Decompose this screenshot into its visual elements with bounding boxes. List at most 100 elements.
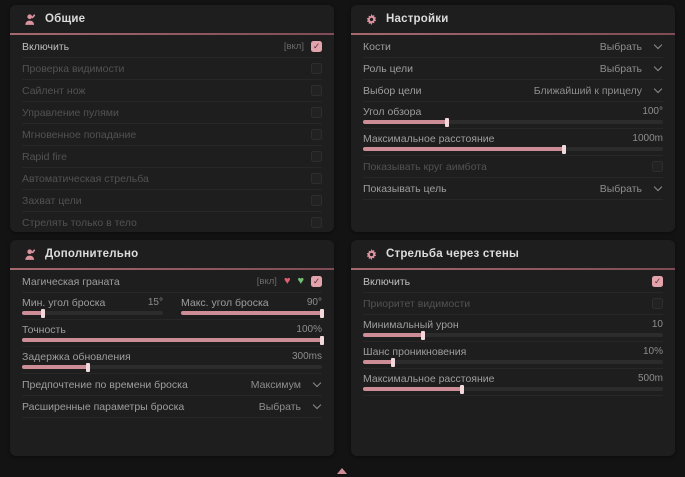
slider-thumb[interactable]: [445, 117, 449, 127]
row-silent-knife[interactable]: Сайлент нож: [22, 80, 322, 102]
row-penetration-chance: Шанс проникновения 10%: [363, 342, 663, 369]
row-target-role[interactable]: Роль цели Выбрать: [363, 58, 663, 80]
chevron-down-icon: [653, 182, 663, 192]
slider-thumb[interactable]: [562, 144, 566, 154]
checkbox[interactable]: [311, 85, 322, 96]
person-icon: [23, 247, 37, 261]
checkbox-checked[interactable]: [311, 41, 322, 52]
row-label: Макс. угол броска: [181, 296, 269, 309]
max-throw-angle-slider[interactable]: [181, 308, 324, 318]
dropdown-value: Максимум: [250, 378, 301, 391]
penetration-chance-slider[interactable]: [363, 357, 663, 367]
row-bullet-control[interactable]: Управление пулями: [22, 102, 322, 124]
checkbox[interactable]: [311, 217, 322, 228]
row-accuracy: Точность 100%: [22, 320, 324, 347]
throw-time-dropdown[interactable]: Максимум: [251, 379, 322, 391]
bones-dropdown[interactable]: Выбрать: [600, 41, 663, 53]
slider-thumb[interactable]: [41, 308, 46, 318]
row-rapid-fire[interactable]: Rapid fire: [22, 146, 322, 168]
wall-max-distance-slider[interactable]: [363, 384, 663, 394]
min-throw-angle-slider[interactable]: [22, 308, 163, 318]
panel-additional: Дополнительно Магическая граната [вкл] М…: [10, 240, 334, 456]
row-label: Управление пулями: [22, 106, 119, 119]
row-label: Rapid fire: [22, 150, 67, 163]
row-label: Расширенные параметры броска: [22, 400, 185, 413]
panel-settings-header: Настройки: [351, 5, 675, 33]
dropdown-value: Выбрать: [599, 62, 642, 75]
row-label: Мгновенное попадание: [22, 128, 137, 141]
row-label: Включить: [22, 40, 70, 53]
row-bones[interactable]: Кости Выбрать: [363, 36, 663, 58]
slider-thumb[interactable]: [421, 330, 425, 340]
row-advanced-throw-params[interactable]: Расширенные параметры броска Выбрать: [22, 396, 322, 418]
accuracy-slider[interactable]: [22, 335, 324, 345]
checkbox[interactable]: [311, 107, 322, 118]
slider-thumb[interactable]: [320, 335, 324, 345]
triangle-up-icon[interactable]: [337, 468, 347, 474]
panel-general-header: Общие: [10, 5, 334, 33]
row-enable[interactable]: Включить: [363, 271, 663, 293]
max-distance-slider[interactable]: [363, 144, 663, 154]
dropdown-value: Выбрать: [258, 400, 301, 413]
slider-thumb[interactable]: [86, 362, 90, 372]
row-magic-grenade[interactable]: Магическая граната [вкл]: [22, 271, 322, 293]
row-label: Кости: [363, 40, 391, 53]
row-target-lock[interactable]: Захват цели: [22, 190, 322, 212]
row-body-only[interactable]: Стрелять только в тело: [22, 212, 322, 232]
row-label: Автоматическая стрельба: [22, 172, 149, 185]
row-visibility-priority[interactable]: Приоритет видимости: [363, 293, 663, 315]
checkbox-checked[interactable]: [652, 276, 663, 287]
panel-title: Стрельба через стены: [386, 248, 520, 260]
checkbox[interactable]: [311, 129, 322, 140]
row-instant-hit[interactable]: Мгновенное попадание: [22, 124, 322, 146]
panel-wallbang: Стрельба через стены Включить Приоритет …: [351, 240, 675, 456]
row-label: Угол обзора: [363, 105, 422, 118]
advanced-throw-dropdown[interactable]: Выбрать: [259, 401, 322, 413]
slider-thumb[interactable]: [391, 357, 395, 367]
target-role-dropdown[interactable]: Выбрать: [600, 63, 663, 75]
fov-slider[interactable]: [363, 117, 663, 127]
slider-value: 500m: [637, 373, 663, 384]
row-label: Сайлент нож: [22, 84, 86, 97]
show-target-dropdown[interactable]: Выбрать: [600, 183, 663, 195]
row-update-delay: Задержка обновления 300ms: [22, 347, 322, 374]
row-throw-time-preference[interactable]: Предпочтение по времени броска Максимум: [22, 374, 322, 396]
slider-value: 1000m: [632, 133, 663, 144]
slider-value: 15°: [147, 297, 163, 308]
slider-value: 10%: [642, 346, 663, 357]
row-label: Мин. угол броска: [22, 296, 106, 309]
header-underline: [351, 33, 675, 35]
row-label: Максимальное расстояние: [363, 132, 495, 145]
checkbox[interactable]: [652, 298, 663, 309]
row-auto-fire[interactable]: Автоматическая стрельба: [22, 168, 322, 190]
row-label: Проверка видимости: [22, 62, 125, 75]
row-enable[interactable]: Включить [вкл]: [22, 36, 322, 58]
target-select-dropdown[interactable]: Ближайший к прицелу: [534, 85, 663, 97]
checkbox[interactable]: [311, 151, 322, 162]
state-tag: [вкл]: [256, 276, 277, 287]
slider-thumb[interactable]: [320, 308, 324, 318]
chevron-down-icon: [653, 62, 663, 72]
slider-value: 10: [651, 319, 663, 330]
row-label: Включить: [363, 275, 411, 288]
min-damage-slider[interactable]: [363, 330, 663, 340]
update-delay-slider[interactable]: [22, 362, 322, 372]
row-show-target[interactable]: Показывать цель Выбрать: [363, 178, 663, 200]
row-label: Захват цели: [22, 194, 82, 207]
slider-thumb[interactable]: [460, 384, 464, 394]
panel-settings-rows: Кости Выбрать Роль цели Выбрать Выбор це…: [351, 35, 675, 200]
panel-title: Настройки: [386, 13, 449, 25]
checkbox[interactable]: [311, 195, 322, 206]
panel-wallbang-header: Стрельба через стены: [351, 240, 675, 268]
checkbox[interactable]: [311, 63, 322, 74]
panel-additional-header: Дополнительно: [10, 240, 334, 268]
state-tag: [вкл]: [283, 41, 304, 52]
row-visibility-check[interactable]: Проверка видимости: [22, 58, 322, 80]
checkbox[interactable]: [311, 173, 322, 184]
row-target-select[interactable]: Выбор цели Ближайший к прицелу: [363, 80, 663, 102]
row-label: Приоритет видимости: [363, 297, 471, 310]
row-show-aimbot-circle[interactable]: Показывать круг аимбота: [363, 156, 663, 178]
checkbox-checked[interactable]: [311, 276, 322, 287]
chevron-down-icon: [312, 400, 322, 410]
checkbox[interactable]: [652, 161, 663, 172]
